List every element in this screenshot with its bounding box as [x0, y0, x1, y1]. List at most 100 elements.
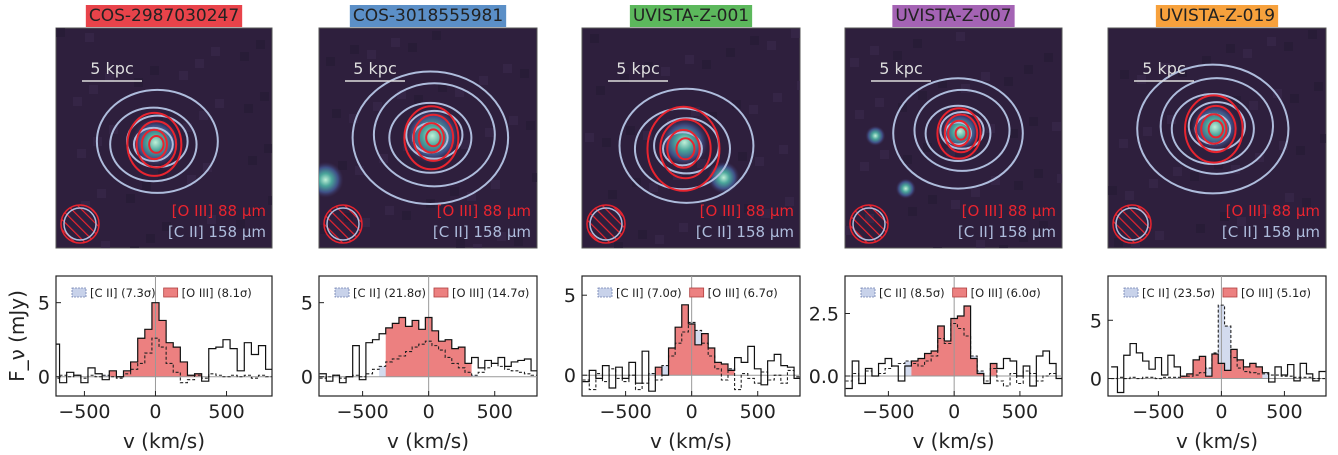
y-tick-label: 0 — [564, 365, 576, 387]
noise-pixel — [673, 171, 682, 180]
noise-pixel — [1226, 44, 1235, 53]
noise-pixel — [187, 175, 196, 184]
noise-pixel — [946, 148, 955, 157]
x-tick-label: 500 — [1002, 401, 1038, 423]
cii-line-label: [C II] 158 μm — [1222, 223, 1320, 241]
noise-pixel — [1029, 117, 1038, 126]
x-tick-label: 0 — [686, 401, 698, 423]
source-glow — [660, 118, 709, 167]
noise-pixel — [455, 88, 464, 97]
noise-pixel — [1284, 42, 1293, 51]
x-tick-label: 500 — [1266, 401, 1302, 423]
noise-pixel — [361, 218, 370, 227]
noise-pixel — [1302, 198, 1311, 207]
cii-contour — [633, 107, 731, 191]
noise-pixel — [951, 200, 960, 209]
noise-pixel — [248, 156, 257, 165]
spectrum-content — [845, 276, 1062, 396]
cii-beam — [589, 207, 623, 241]
noise-pixel — [485, 128, 494, 137]
x-tick-label: −500 — [337, 401, 389, 423]
cii-spectrum — [56, 337, 272, 384]
noise-pixel — [1039, 221, 1048, 230]
noise-pixel — [1320, 134, 1326, 143]
noise-pixel — [933, 247, 942, 248]
cii-contour — [913, 88, 1011, 172]
x-tick-label: 500 — [208, 401, 244, 423]
noise-pixel — [1014, 181, 1023, 190]
noise-pixel — [391, 38, 400, 47]
oiii-contour — [417, 122, 445, 154]
noise-pixel — [520, 69, 529, 78]
noise-pixel — [1034, 169, 1043, 178]
noise-pixel — [626, 126, 635, 135]
noise-pixel — [991, 176, 1000, 185]
noise-pixel — [1155, 231, 1164, 240]
noise-pixel — [244, 104, 253, 113]
scale-bar-label: 5 kpc — [616, 59, 659, 78]
cii-line-label: [C II] 158 μm — [958, 223, 1056, 241]
cii-contour — [892, 77, 1024, 190]
noise-pixel — [585, 133, 594, 142]
noise-pixel — [732, 100, 741, 109]
panel-title: COS-3018555981 — [353, 6, 503, 26]
noise-pixel — [77, 149, 86, 158]
cii-contour — [1159, 77, 1274, 175]
noise-pixel — [779, 145, 788, 154]
y-tick-label: 0 — [301, 367, 313, 389]
noise-pixel — [1202, 56, 1211, 65]
noise-pixel — [1019, 233, 1028, 242]
noise-pixel — [643, 131, 652, 140]
oiii-contour — [1195, 104, 1237, 154]
oiii-spectrum — [845, 305, 1062, 390]
map-content — [319, 31, 537, 248]
noise-pixel — [956, 32, 965, 41]
y-tick-label: 5 — [1090, 310, 1102, 332]
noise-pixel — [938, 79, 947, 88]
cii-contour — [1136, 63, 1290, 195]
noise-pixel — [1231, 165, 1240, 174]
legend-cii-swatch — [1123, 287, 1139, 298]
noise-pixel — [355, 166, 364, 175]
source-glow — [865, 125, 886, 146]
noise-pixel — [162, 222, 171, 231]
x-tick-label: 500 — [477, 401, 513, 423]
noise-pixel — [350, 45, 359, 54]
noise-pixel — [183, 123, 192, 132]
x-axis-title: v (km/s) — [387, 429, 469, 453]
panel-title: UVISTA-Z-001 — [633, 6, 749, 26]
panel-title: COS-2987030247 — [89, 6, 239, 26]
noise-pixel — [791, 29, 800, 38]
noise-pixel — [850, 58, 859, 67]
noise-pixel — [146, 234, 155, 243]
cii-beam — [852, 207, 886, 241]
x-tick-label: −500 — [1132, 401, 1184, 423]
source-glow — [895, 178, 916, 199]
noise-pixel — [1314, 82, 1323, 91]
legend-cii-label: [C II] (7.0σ) — [616, 286, 682, 300]
noise-pixel — [1196, 224, 1205, 233]
noise-pixel — [367, 50, 376, 59]
noise-pixel — [526, 121, 535, 130]
noise-pixel — [767, 41, 776, 50]
noise-pixel — [397, 90, 406, 99]
title-box — [85, 5, 243, 27]
noise-pixel — [142, 182, 151, 191]
noise-pixel — [408, 43, 417, 52]
noise-pixel — [373, 102, 382, 111]
cii-contour — [132, 126, 174, 162]
noise-pixel — [1009, 129, 1018, 138]
noise-pixel — [661, 67, 670, 76]
panel-title: UVISTA-Z-007 — [895, 6, 1011, 26]
y-tick-label: 5 — [301, 293, 313, 315]
x-tick-label: 500 — [740, 401, 776, 423]
noise-pixel — [1285, 193, 1294, 202]
noise-pixel — [608, 190, 617, 199]
noise-pixel — [268, 196, 272, 205]
map-content — [56, 28, 272, 248]
source-glow — [319, 161, 344, 198]
noise-pixel — [1108, 186, 1117, 195]
title-box — [892, 5, 1015, 27]
oiii-spectrum — [1111, 342, 1326, 394]
noise-pixel — [685, 55, 694, 64]
